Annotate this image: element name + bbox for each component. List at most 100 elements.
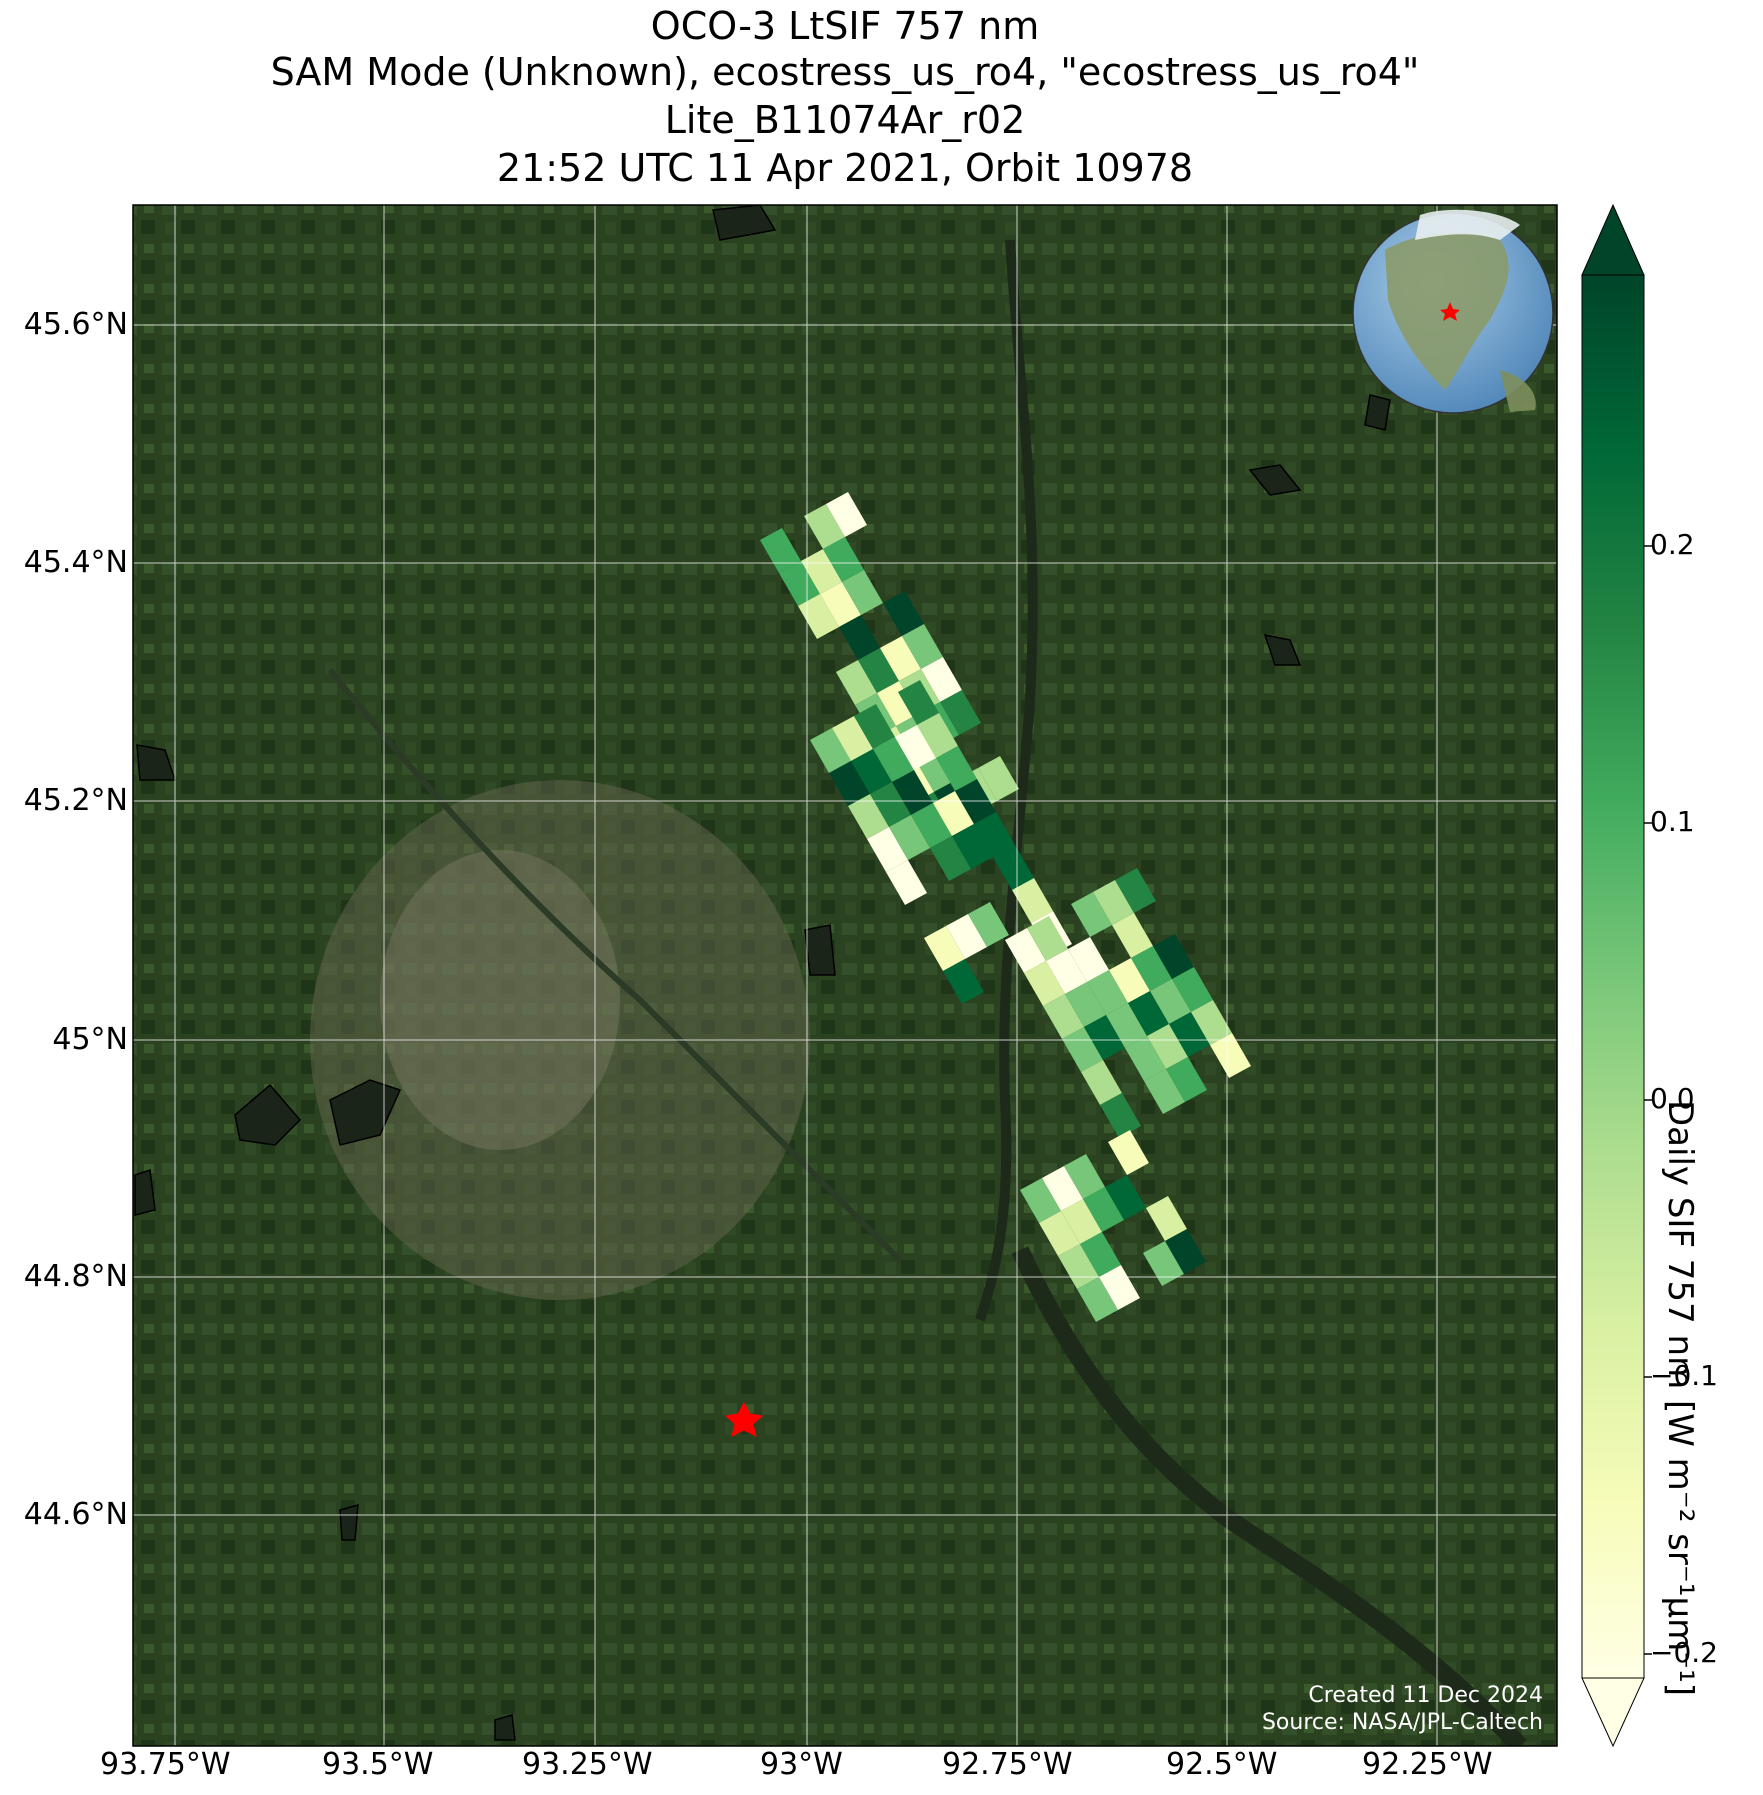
sif-footprint-cell bbox=[823, 537, 864, 582]
sif-footprint-cell bbox=[1087, 970, 1128, 1015]
lake bbox=[134, 1168, 156, 1216]
lake bbox=[339, 1503, 359, 1541]
colorbar-tick-label: 0.0 bbox=[1650, 1082, 1695, 1115]
sif-footprint-cell bbox=[1042, 1166, 1083, 1211]
sif-footprint-cell bbox=[933, 791, 974, 836]
sif-footprint-cell bbox=[895, 725, 936, 770]
sif-footprint-cell bbox=[993, 845, 1034, 890]
lake bbox=[329, 1079, 402, 1146]
colorbar-tick-label: 0.1 bbox=[1650, 805, 1695, 838]
sif-footprint-cell bbox=[978, 756, 1019, 801]
sif-footprint-cell bbox=[1068, 937, 1109, 982]
sif-footprint-cell bbox=[1046, 949, 1087, 994]
sif-footprint-cell bbox=[851, 749, 892, 794]
sif-footprint-cell bbox=[1039, 1211, 1080, 1256]
globe-star-icon bbox=[1440, 302, 1460, 321]
colorbar-gradient bbox=[1581, 274, 1645, 1679]
sif-footprint-cell bbox=[1064, 1154, 1105, 1199]
map-frame bbox=[132, 204, 1558, 1747]
sif-footprint-cell bbox=[1084, 1015, 1125, 1060]
sif-footprint-cell bbox=[1083, 1187, 1124, 1232]
lake bbox=[1263, 634, 1302, 666]
sif-footprint-cell bbox=[1112, 913, 1153, 958]
sif-footprint-cell bbox=[877, 681, 918, 726]
lon-tick-label: 93.5°W bbox=[322, 1747, 434, 1782]
river bbox=[327, 668, 903, 1263]
sif-footprint-cell bbox=[921, 657, 962, 702]
gridlines bbox=[133, 205, 1557, 1746]
lake bbox=[494, 1714, 516, 1741]
sif-footprint-cell bbox=[804, 504, 845, 549]
sif-footprint-cell bbox=[801, 549, 842, 594]
colorbar-max-extend bbox=[1581, 203, 1645, 276]
river bbox=[1011, 1246, 1527, 1746]
sif-footprint-cell bbox=[829, 761, 870, 806]
sif-footprint-cell bbox=[1115, 868, 1156, 913]
lake bbox=[712, 205, 777, 241]
sif-footprint-cell bbox=[943, 959, 984, 1004]
sif-footprint-cell bbox=[1065, 982, 1106, 1027]
sif-footprint-cell bbox=[870, 782, 911, 827]
sif-footprint-cell bbox=[1080, 1232, 1121, 1277]
sif-footprint-cell bbox=[820, 582, 861, 627]
sif-footprint-cell bbox=[848, 794, 889, 839]
colorbar-tick-label: −0.2 bbox=[1650, 1636, 1718, 1669]
sif-footprint-cell bbox=[1024, 961, 1065, 1006]
lon-tick-label: 92.25°W bbox=[1362, 1747, 1493, 1782]
lat-tick-label: 45°N bbox=[52, 1022, 128, 1057]
sif-footprint-cell bbox=[1125, 1036, 1166, 1081]
sif-footprint-cell bbox=[1150, 979, 1191, 1024]
sif-footprint-cell bbox=[1020, 1178, 1061, 1223]
colorbar-title: Daily SIF 757 nm [W m⁻² sr⁻¹μm⁻¹] bbox=[1660, 1100, 1700, 1697]
sif-footprint-cell bbox=[889, 815, 930, 860]
sif-footprint-cell bbox=[1105, 1175, 1146, 1220]
sif-footprint-cell bbox=[974, 812, 1015, 857]
sif-footprint-cell bbox=[1172, 967, 1213, 1012]
sif-footprint-cell bbox=[1100, 1093, 1141, 1138]
sif-footprint-cell bbox=[760, 528, 801, 573]
lon-tick-label: 93°W bbox=[760, 1747, 843, 1782]
sif-footprint-cell bbox=[836, 660, 877, 705]
sif-footprint-cell bbox=[936, 746, 977, 791]
sif-footprint-cell bbox=[1099, 1265, 1140, 1310]
sif-footprint-cell bbox=[1012, 878, 1053, 923]
sif-footprint-cell bbox=[810, 728, 851, 773]
lon-tick-label: 93.25°W bbox=[522, 1747, 653, 1782]
lat-tick-label: 44.8°N bbox=[23, 1259, 128, 1294]
sif-footprint-cell bbox=[924, 926, 965, 971]
lake bbox=[1248, 464, 1302, 496]
map-title-line-1: OCO-3 LtSIF 757 nm bbox=[650, 4, 1040, 48]
sif-footprint-cell bbox=[1071, 892, 1112, 937]
lon-tick-label: 92.75°W bbox=[942, 1747, 1073, 1782]
sif-footprint-cell bbox=[898, 680, 939, 725]
sif-footprint-cell bbox=[1147, 1024, 1188, 1069]
sif-footprint-cell bbox=[1109, 958, 1150, 1003]
colorbar-tick-label: 0.2 bbox=[1650, 528, 1695, 561]
sif-footprint-cell bbox=[1108, 1130, 1149, 1175]
sif-footprint-cell bbox=[1093, 880, 1134, 925]
sif-footprint-cell bbox=[1191, 1000, 1232, 1045]
colorbar-tick-label: −0.1 bbox=[1650, 1359, 1718, 1392]
lat-tick-label: 45.4°N bbox=[23, 545, 128, 580]
sif-footprint-cell bbox=[883, 591, 924, 636]
sif-footprint-cell bbox=[1058, 1244, 1099, 1289]
sif-footprint-cell bbox=[798, 594, 839, 639]
sif-footprint-cell bbox=[1169, 1012, 1210, 1057]
colorbar-min-extend bbox=[1581, 1677, 1645, 1748]
sif-footprint-cell bbox=[867, 827, 908, 872]
sif-footprint-cell bbox=[930, 836, 971, 881]
sif-footprint-cell bbox=[968, 902, 1009, 947]
sif-footprint-cell bbox=[1210, 1033, 1251, 1078]
sif-footprint-cell bbox=[1043, 994, 1084, 1039]
sif-footprint-cell bbox=[1005, 928, 1046, 973]
sif-footprint-cell bbox=[1153, 934, 1194, 979]
sif-footprint-cell bbox=[911, 803, 952, 848]
lon-tick-label: 92.5°W bbox=[1166, 1747, 1278, 1782]
sif-footprint-cell bbox=[902, 624, 943, 669]
sif-footprint-cell bbox=[842, 570, 883, 615]
sif-footprint-cell bbox=[892, 770, 933, 815]
sif-footprint-cell bbox=[839, 615, 880, 660]
sif-footprint-cell bbox=[1146, 1196, 1187, 1241]
lake bbox=[234, 1083, 302, 1146]
